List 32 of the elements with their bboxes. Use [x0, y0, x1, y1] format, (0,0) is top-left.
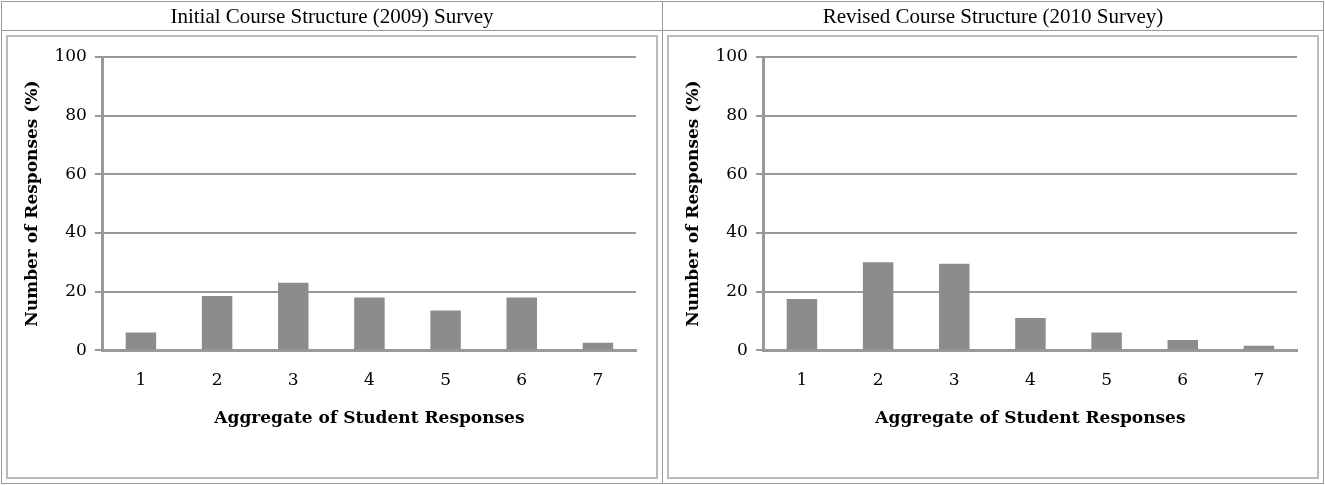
y-tick-label: 40 [65, 221, 87, 242]
x-axis-title: Aggregate of Student Responses [213, 407, 525, 428]
x-tick-label: 3 [287, 368, 299, 389]
y-tick-label: 20 [726, 279, 748, 300]
x-tick-label: 7 [1253, 368, 1265, 389]
x-tick-label: 4 [364, 368, 375, 389]
y-tick-label: 80 [726, 104, 748, 125]
x-tick-label: 7 [592, 368, 604, 389]
y-tick-label: 0 [737, 338, 748, 359]
y-tick-label: 60 [65, 162, 87, 183]
y-tick-label: 60 [726, 162, 748, 183]
y-tick-label: 100 [715, 45, 748, 66]
y-tick-label: 20 [65, 279, 87, 300]
x-tick-label: 1 [135, 368, 147, 389]
x-tick-label: 2 [872, 368, 884, 389]
x-tick-label: 6 [516, 368, 528, 389]
chart-title: Initial Course Structure (2009) Survey [2, 2, 662, 31]
x-tick-label: 5 [440, 368, 451, 389]
x-tick-label: 5 [1101, 368, 1112, 389]
y-tick-label: 0 [76, 338, 87, 359]
x-tick-label: 1 [796, 368, 808, 389]
x-axis-title: Aggregate of Student Responses [874, 407, 1186, 428]
x-tick-label: 4 [1025, 368, 1036, 389]
x-tick-label: 2 [211, 368, 223, 389]
x-tick-label: 6 [1177, 368, 1189, 389]
y-axis-title: Number of Responses (%) [20, 80, 41, 327]
y-tick-label: 40 [726, 221, 748, 242]
chart-title: Revised Course Structure (2010 Survey) [663, 2, 1323, 31]
y-tick-label: 100 [54, 45, 87, 66]
y-axis-title: Number of Responses (%) [681, 80, 702, 327]
x-tick-label: 3 [948, 368, 960, 389]
y-tick-label: 80 [65, 104, 87, 125]
